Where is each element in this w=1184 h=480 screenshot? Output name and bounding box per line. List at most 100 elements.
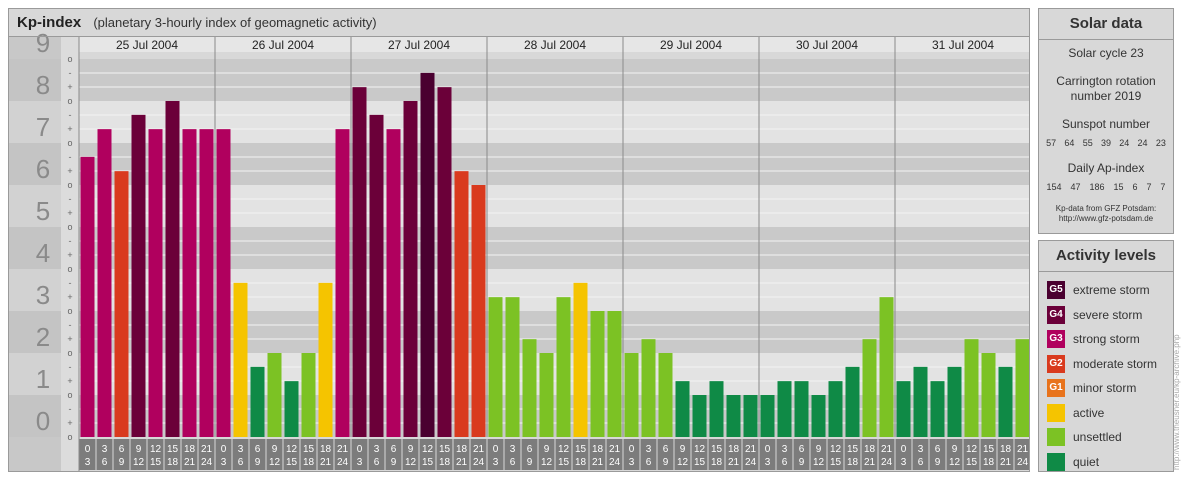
interval-start-label: 9 — [544, 444, 550, 455]
legend-label: quiet — [1073, 454, 1100, 469]
day-label: 27 Jul 2004 — [388, 38, 450, 52]
interval-cell — [300, 439, 317, 470]
ap-value: 6 — [1132, 182, 1138, 192]
interval-start-label: 15 — [439, 444, 451, 455]
interval-end-label: 9 — [255, 457, 261, 468]
interval-cell — [419, 439, 436, 470]
kp-bar — [369, 114, 384, 438]
kp-bar — [811, 395, 826, 437]
interval-end-label: 3 — [357, 457, 363, 468]
legend-label: active — [1073, 405, 1105, 420]
kp-bar — [879, 297, 894, 437]
interval-end-label: 21 — [184, 457, 196, 468]
legend-swatch: G2 — [1047, 354, 1065, 373]
kp-bar — [437, 87, 452, 437]
y-tick-label: 4 — [36, 238, 50, 268]
interval-start-label: 6 — [391, 444, 397, 455]
interval-cell — [844, 439, 861, 470]
kp-bar — [488, 297, 503, 437]
kp-bar — [743, 395, 758, 437]
sunspot-value: 24 — [1137, 138, 1148, 148]
credit-link[interactable]: http://www.gfz-potsdam.de — [1058, 214, 1154, 223]
legend-swatch: G3 — [1047, 330, 1065, 349]
kp-bar — [284, 381, 299, 437]
minor-tick-label: - — [69, 236, 72, 246]
kp-bar — [964, 339, 979, 437]
sunspot-label: Sunspot number — [1061, 117, 1151, 131]
interval-end-label: 24 — [201, 457, 213, 468]
y-tick-label: 1 — [36, 364, 50, 394]
kp-bar — [726, 395, 741, 437]
interval-end-label: 21 — [864, 457, 876, 468]
interval-start-label: 21 — [1017, 444, 1029, 455]
interval-start-label: 12 — [694, 444, 706, 455]
interval-cell — [606, 439, 623, 470]
minor-tick-label: o — [67, 264, 72, 274]
day-label: 26 Jul 2004 — [252, 38, 314, 52]
interval-end-label: 21 — [1000, 457, 1012, 468]
interval-start-label: 0 — [629, 444, 635, 455]
kp-bar — [182, 129, 197, 437]
chart-title: Kp-index — [17, 14, 82, 31]
interval-cell — [283, 439, 300, 470]
interval-end-label: 9 — [391, 457, 397, 468]
interval-cell — [266, 439, 283, 470]
interval-start-label: 21 — [473, 444, 485, 455]
interval-start-label: 18 — [728, 444, 740, 455]
kp-bar — [522, 339, 537, 437]
interval-end-label: 3 — [85, 457, 91, 468]
kp-bar — [80, 156, 95, 438]
legend-item-g5: G5 extreme storm — [1039, 278, 1173, 303]
interval-end-label: 12 — [541, 457, 553, 468]
interval-start-label: 15 — [847, 444, 859, 455]
minor-tick-label: + — [67, 166, 72, 176]
kp-bar — [267, 353, 282, 437]
interval-cell — [946, 439, 963, 470]
activity-legend: G5 extreme storm G4 severe storm G3 strong … — [1039, 272, 1173, 474]
interval-end-label: 24 — [609, 457, 621, 468]
kp-bar — [658, 353, 673, 437]
interval-end-label: 6 — [782, 457, 788, 468]
kp-bar — [845, 366, 860, 437]
interval-start-label: 3 — [374, 444, 380, 455]
kp-bar — [794, 381, 809, 437]
kp-bar — [233, 282, 248, 437]
kp-bar — [760, 395, 775, 437]
y-tick-label: 6 — [36, 154, 50, 184]
kp-bar — [505, 297, 520, 437]
interval-end-label: 6 — [918, 457, 924, 468]
minor-tick-label: o — [67, 348, 72, 358]
y-axis-band — [9, 311, 61, 353]
interval-end-label: 6 — [102, 457, 108, 468]
interval-end-label: 15 — [558, 457, 570, 468]
sunspot-values: 57 64 55 39 24 24 23 — [1039, 138, 1173, 148]
y-tick-label: 3 — [36, 280, 50, 310]
interval-cell — [623, 439, 640, 470]
legend-swatch: G1 — [1047, 379, 1065, 398]
interval-start-label: 0 — [765, 444, 771, 455]
interval-start-label: 3 — [918, 444, 924, 455]
interval-end-label: 24 — [337, 457, 349, 468]
day-label: 29 Jul 2004 — [660, 38, 722, 52]
legend-label: moderate storm — [1073, 356, 1158, 371]
interval-end-label: 21 — [320, 457, 332, 468]
kp-bar — [165, 101, 180, 437]
interval-cell — [215, 439, 232, 470]
day-header-strip — [79, 37, 1029, 52]
interval-start-label: 0 — [493, 444, 499, 455]
interval-end-label: 15 — [150, 457, 162, 468]
kp-bar — [998, 366, 1013, 437]
kp-bar — [199, 129, 214, 437]
y-axis-band — [9, 143, 61, 185]
interval-end-label: 24 — [745, 457, 757, 468]
y-tick-label: 5 — [36, 196, 50, 226]
legend-swatch: G4 — [1047, 305, 1065, 324]
y-axis-band — [9, 101, 61, 143]
interval-cell — [79, 439, 96, 470]
interval-cell — [436, 439, 453, 470]
interval-start-label: 9 — [952, 444, 958, 455]
interval-end-label: 12 — [405, 457, 417, 468]
interval-start-label: 6 — [799, 444, 805, 455]
interval-cell — [317, 439, 334, 470]
kp-bar — [539, 353, 554, 437]
